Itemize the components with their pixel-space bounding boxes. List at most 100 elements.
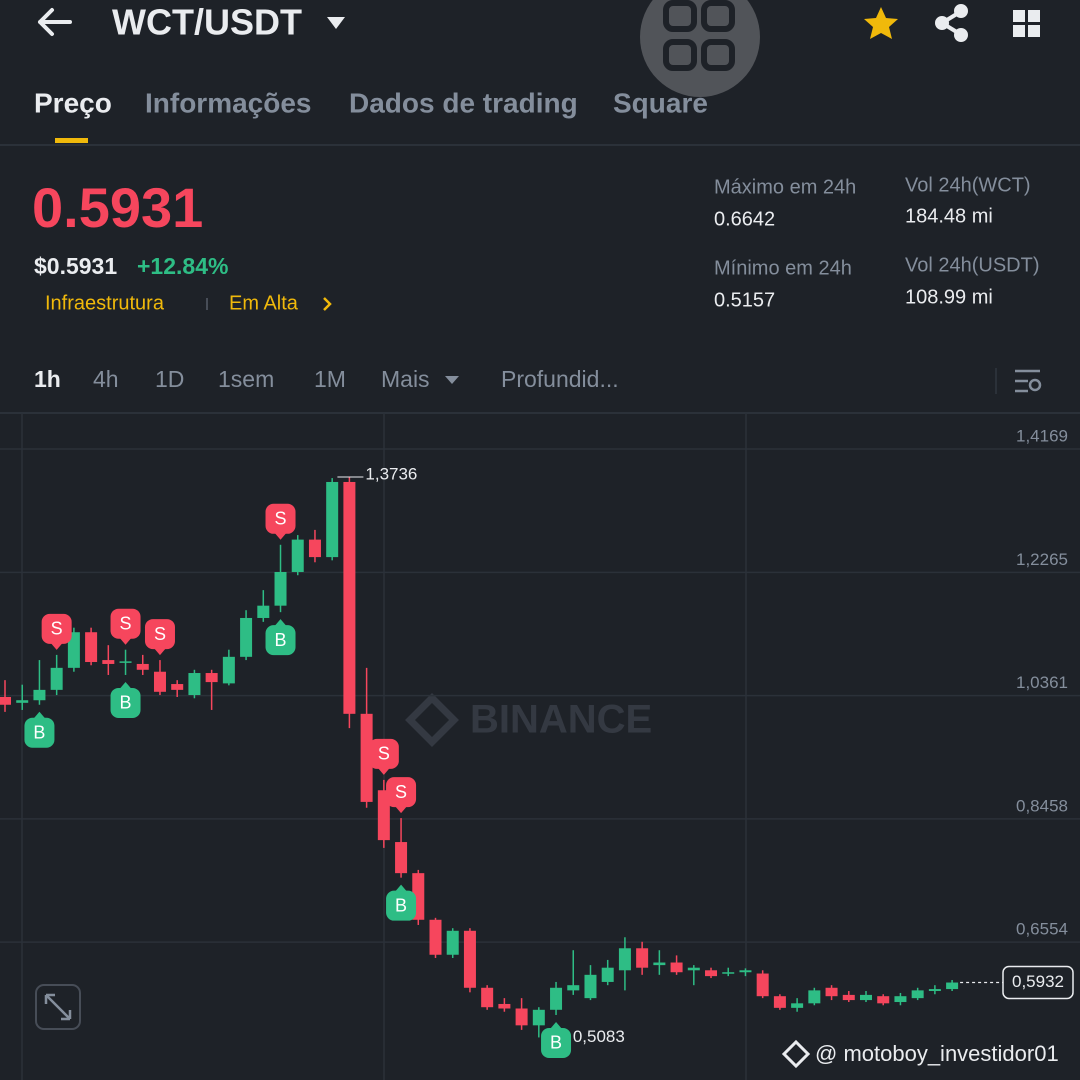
candle-body (618, 948, 631, 971)
candle-body (498, 1003, 511, 1009)
candle-body (791, 1003, 804, 1008)
y-tick-label: 1,4169 (1016, 426, 1068, 445)
candle-body (860, 994, 872, 1001)
signal-label: B (275, 630, 287, 650)
floating-button[interactable] (640, 0, 760, 97)
y-tick-label: 1,2265 (1016, 550, 1068, 569)
timeframe[interactable]: Mais (381, 366, 430, 392)
candle-body (0, 696, 11, 705)
signal-pointer (274, 532, 287, 540)
watermark: BINANCE (405, 693, 652, 747)
layout-cell (1013, 25, 1025, 37)
timeframe[interactable]: 1D (155, 366, 184, 392)
signal-label: B (33, 723, 45, 743)
candle-body (291, 539, 304, 572)
y-tick-label: 1,0361 (1016, 673, 1068, 692)
stat-value: 184.48 mi (905, 205, 993, 227)
signal-pointer (119, 681, 132, 689)
candle-body (50, 667, 63, 690)
candle-body (222, 656, 235, 684)
stat-label: Vol 24h(WCT) (905, 174, 1031, 196)
candle-body (377, 790, 390, 841)
candle-body (773, 996, 786, 1008)
candle-body (429, 919, 442, 955)
tag-chevron (323, 297, 332, 311)
signal-badge (110, 608, 141, 639)
stat-label: Vol 24h(USDT) (905, 254, 1040, 276)
signal-label: S (154, 624, 166, 644)
signal-label: S (395, 782, 407, 802)
settings-gear (1028, 378, 1042, 392)
expand-icon (44, 993, 72, 1021)
timeframe[interactable]: Profundid... (501, 366, 619, 392)
candle-body (894, 996, 907, 1003)
stat-value: 0.5157 (714, 289, 775, 311)
candle-body (153, 671, 166, 692)
chart: BINANCE 1,4169 1,2265 1,0361 0,8458 0,6554 1,… (0, 413, 1080, 1080)
y-tick-label: 0,6554 (1016, 920, 1068, 939)
watermark-text: BINANCE (470, 698, 652, 742)
expand-button[interactable] (35, 984, 81, 1030)
candle-body (567, 985, 580, 991)
tag[interactable]: Infraestrutura (45, 292, 165, 314)
last-price-label: 0,5932 (1012, 972, 1064, 991)
candle-body (670, 962, 683, 973)
signal-pointer (377, 767, 390, 775)
candle-body (205, 673, 218, 683)
candle-body (636, 948, 649, 968)
signal-label: S (51, 619, 63, 639)
trade-signal: S (386, 777, 417, 814)
watermark-logo (405, 693, 459, 747)
signal-badge (144, 619, 175, 650)
candle-body (463, 930, 476, 988)
signal-pointer (274, 619, 287, 627)
share-dot (954, 4, 968, 18)
tab[interactable]: Preço (34, 87, 112, 118)
stat-label: Máximo em 24h (714, 176, 856, 198)
layout-cell (1028, 10, 1040, 22)
tab[interactable]: Informações (145, 87, 312, 118)
timeframe[interactable]: 4h (93, 366, 119, 392)
share-button[interactable] (935, 4, 968, 42)
candle-body (171, 684, 184, 690)
signal-label: B (395, 895, 407, 915)
candle-body (308, 539, 321, 558)
timeframe[interactable]: 1sem (218, 366, 274, 392)
candle-body (532, 1009, 545, 1026)
candle-body (825, 987, 838, 997)
usd-price: $0.5931 (34, 253, 117, 279)
pair-dropdown[interactable] (327, 17, 345, 29)
timeframe[interactable]: 1h (34, 366, 61, 392)
layout-button[interactable] (1013, 10, 1040, 37)
candle-body (584, 974, 597, 999)
candle-body (946, 982, 959, 990)
candle-body (67, 632, 80, 668)
candle-body (136, 663, 149, 670)
trade-signal: B (386, 884, 417, 921)
chart-settings[interactable] (1015, 369, 1042, 393)
candle-body (16, 700, 29, 703)
timeframe[interactable]: 1M (314, 366, 346, 392)
min-marker-label: 0,5083 (573, 1027, 625, 1046)
candle-body (446, 930, 459, 955)
candle-body (360, 713, 373, 802)
signal-badge (386, 890, 417, 921)
trade-signal: S (265, 503, 296, 540)
signal-label: S (120, 613, 132, 633)
y-tick-label: 0,8458 (1016, 796, 1068, 815)
candle-body (928, 989, 941, 992)
trade-signal: S (41, 613, 72, 650)
favorite-star[interactable] (864, 7, 898, 39)
candle-body (601, 967, 614, 982)
trade-signal: S (368, 738, 399, 775)
tag[interactable]: Em Alta (229, 292, 299, 314)
tab[interactable]: Dados de trading (349, 87, 578, 118)
candle-body (274, 571, 287, 606)
pair-title[interactable]: WCT/USDT (112, 2, 302, 43)
layout-cell (1013, 10, 1025, 22)
back-button[interactable] (38, 8, 72, 36)
signal-badge (541, 1027, 572, 1058)
tab[interactable]: Square (613, 87, 708, 118)
